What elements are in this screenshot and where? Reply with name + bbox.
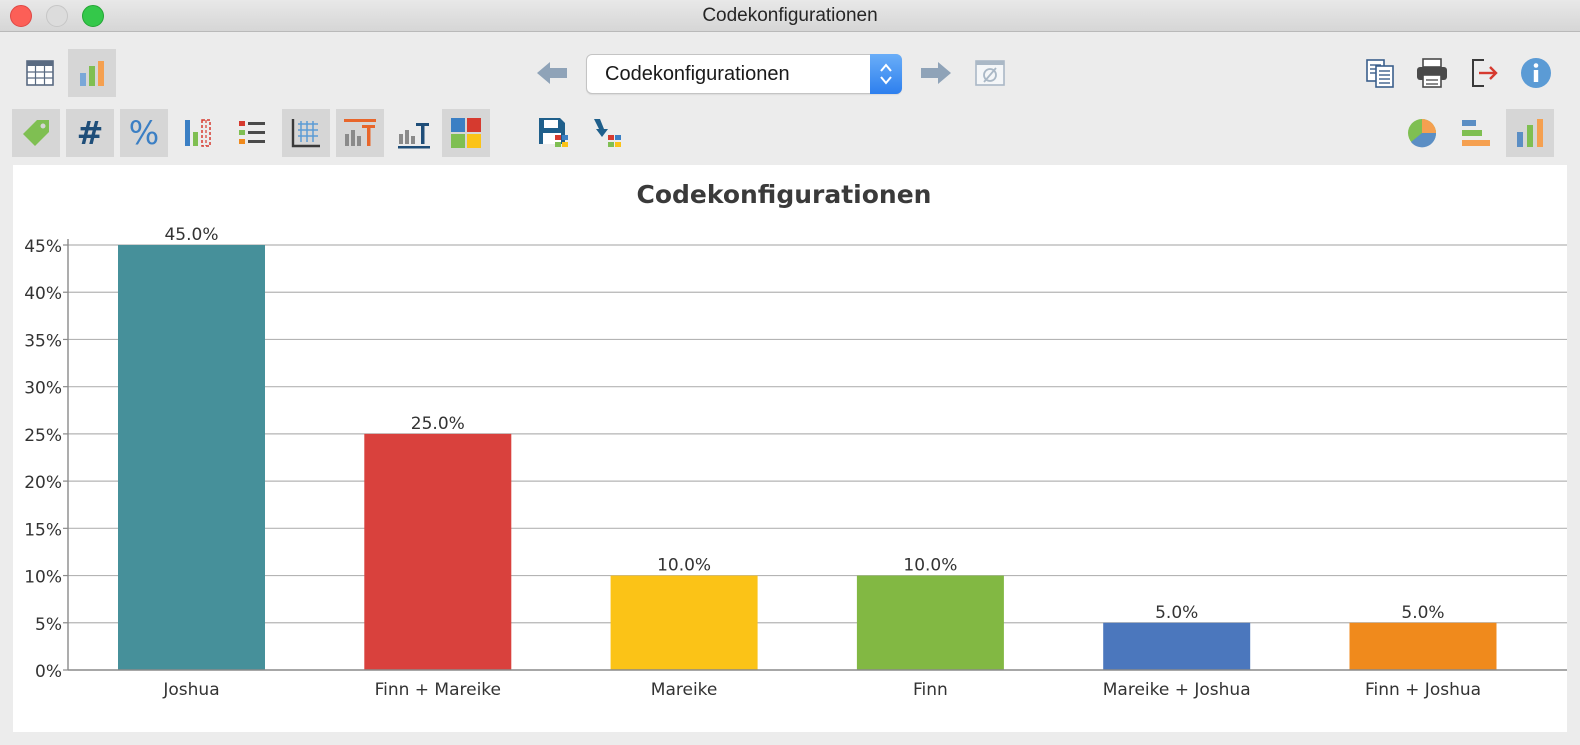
x-tick-label: Finn: [913, 680, 948, 700]
print-button[interactable]: [1408, 49, 1456, 97]
bar-value-label: 45.0%: [164, 225, 218, 245]
back-button[interactable]: [528, 49, 576, 97]
minimize-window-button[interactable]: [46, 5, 68, 27]
bar: [610, 575, 758, 670]
info-icon: [1521, 58, 1551, 88]
bar-value-label: 5.0%: [1155, 603, 1198, 623]
forward-button[interactable]: [912, 49, 960, 97]
bar: [856, 575, 1004, 670]
selector-value: Codekonfigurationen: [605, 63, 790, 85]
x-tick-label: Mareike + Joshua: [1103, 680, 1251, 700]
x-tick-label: Mareike: [651, 680, 718, 700]
percent-icon: %: [129, 117, 159, 149]
bar-chart: Codekonfigurationen 45.0% Joshua 25.0% Finn…: [24, 180, 1567, 700]
chart-view-button[interactable]: [68, 49, 116, 97]
vertical-bar-icon: [1517, 119, 1543, 147]
y-tick-label: 45%: [24, 237, 62, 257]
bar-value-label: 25.0%: [411, 414, 465, 434]
vertical-bar-button[interactable]: [1506, 109, 1554, 157]
title-bar: Codekonfigurationen: [0, 0, 1580, 32]
window-title: Codekonfigurationen: [702, 5, 878, 26]
y-tick-label: 10%: [24, 568, 62, 588]
svg-text:#: #: [77, 117, 104, 149]
absolute-values-toggle[interactable]: #: [66, 109, 114, 157]
chart-title-icon: [344, 119, 376, 146]
save-button[interactable]: [530, 109, 578, 157]
pie-chart-button[interactable]: [1398, 109, 1446, 157]
y-tick-label: 15%: [24, 520, 62, 540]
x-tick-label: Joshua: [162, 680, 219, 700]
grid-icon: [291, 119, 320, 148]
bar: [118, 245, 265, 670]
scale-bars-icon: [185, 119, 211, 147]
selector-stepper[interactable]: [870, 54, 902, 94]
send-to-icon: [594, 119, 621, 147]
colors-button[interactable]: [442, 109, 490, 157]
bar-value-label: 5.0%: [1401, 603, 1444, 623]
title-toggle[interactable]: [336, 109, 384, 157]
y-tick-label: 25%: [24, 426, 62, 446]
save-icon: [539, 118, 568, 147]
bar: [364, 433, 512, 670]
y-tick-label: 20%: [24, 473, 62, 493]
copy-button[interactable]: [1356, 49, 1404, 97]
y-tick-label: 0%: [35, 662, 62, 682]
bar-value-label: 10.0%: [657, 556, 711, 576]
horizontal-bar-button[interactable]: [1452, 109, 1500, 157]
x-tick-label: Finn + Joshua: [1365, 680, 1481, 700]
clear-filter-button[interactable]: [966, 49, 1014, 97]
hash-icon: #: [77, 117, 104, 149]
y-tick-label: 35%: [24, 331, 62, 351]
export-icon: [1472, 59, 1498, 87]
configuration-selector[interactable]: Codekonfigurationen: [586, 54, 902, 94]
bar: [1349, 622, 1497, 670]
tag-icon: [23, 120, 49, 146]
axis-title-toggle[interactable]: [390, 109, 438, 157]
export-button[interactable]: [1460, 49, 1508, 97]
labels-toggle[interactable]: [12, 109, 60, 157]
bar-value-label: 10.0%: [903, 556, 957, 576]
copy-icon: [1366, 59, 1394, 88]
table-icon: [26, 60, 54, 86]
y-tick-label: 40%: [24, 284, 62, 304]
legend-toggle[interactable]: [228, 109, 276, 157]
arrow-right-icon: [921, 62, 951, 84]
print-icon: [1417, 58, 1447, 88]
percent-toggle[interactable]: %: [120, 109, 168, 157]
empty-set-icon: [975, 60, 1005, 86]
bar: [1103, 622, 1251, 670]
svg-text:%: %: [129, 117, 159, 149]
chart-panel: Codekonfigurationen 45.0% Joshua 25.0% Finn…: [13, 165, 1567, 732]
close-window-button[interactable]: [10, 5, 32, 27]
info-button[interactable]: [1512, 49, 1560, 97]
bar-chart-icon: [80, 61, 104, 86]
axis-title-icon: [398, 123, 430, 149]
y-tick-label: 30%: [24, 379, 62, 399]
horizontal-bar-icon: [1462, 120, 1490, 146]
pie-chart-icon: [1408, 119, 1437, 148]
chart-title: Codekonfigurationen: [637, 180, 932, 209]
gridlines-toggle[interactable]: [282, 109, 330, 157]
zoom-window-button[interactable]: [82, 5, 104, 27]
axis-scale-toggle[interactable]: [174, 109, 222, 157]
color-palette-icon: [451, 118, 481, 148]
chevron-updown-icon: [880, 63, 892, 85]
y-tick-label: 5%: [35, 615, 62, 635]
x-tick-label: Finn + Mareike: [375, 680, 501, 700]
arrow-left-icon: [537, 62, 567, 84]
send-to-button[interactable]: [584, 109, 632, 157]
table-view-button[interactable]: [16, 49, 64, 97]
legend-icon: [239, 121, 265, 144]
